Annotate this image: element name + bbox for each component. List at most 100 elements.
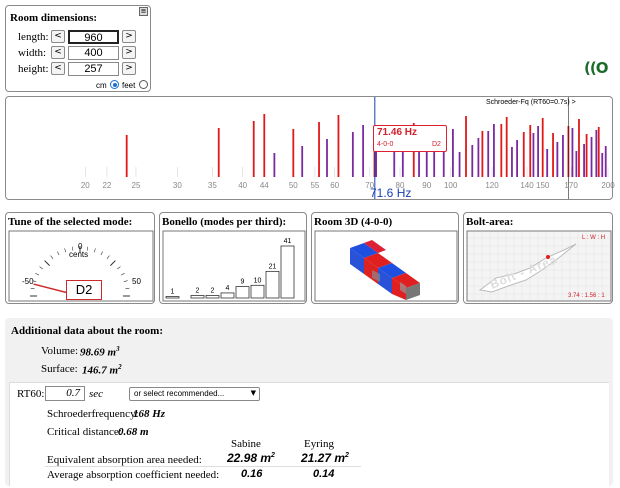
height-input[interactable]: 257 <box>68 62 119 76</box>
absorption-area-label: Equivalent absorption area needed: <box>47 454 202 466</box>
bolt-area-chart <box>466 230 612 302</box>
spectrum-tick-label: 100 <box>443 181 458 190</box>
length-decrease-button[interactable]: < <box>51 30 65 43</box>
spectrum-tick-label: 90 <box>422 181 432 190</box>
bonello-bar <box>280 245 295 299</box>
spectrum-tick-label: 22 <box>102 181 112 190</box>
bonello-value-label: 41 <box>284 238 292 245</box>
bolt-ratio: 3.74 : 1.56 : 1 <box>568 293 605 299</box>
unit-feet-radio[interactable] <box>139 80 148 89</box>
absorption-coefficient-sabine: 0.16 <box>241 468 263 480</box>
tuning-panel: Tune of the selected mode: -50 0 cents 5… <box>5 212 155 304</box>
gauge-tick <box>57 251 60 256</box>
width-increase-button[interactable]: > <box>122 46 136 59</box>
tooltip-mode: 4-0-0 <box>377 141 394 148</box>
critical-distance-label: Critical distance: <box>47 426 122 438</box>
rt60-label: RT60: <box>17 388 45 400</box>
table-divider <box>45 466 361 467</box>
spectrum-tick-label: 50 <box>288 181 298 190</box>
additional-title: Additional data about the room: <box>11 325 163 337</box>
collapse-icon[interactable]: ≡ <box>139 7 148 16</box>
width-input[interactable]: 400 <box>68 46 119 60</box>
gauge-tick <box>32 280 37 283</box>
room3d-title: Room 3D (4-0-0) <box>314 216 393 228</box>
bolt-lwh-label: L : W : H <box>582 235 606 241</box>
gauge-tick <box>120 273 125 276</box>
unit-cm-radio[interactable] <box>110 80 119 89</box>
bonello-value-label: 1 <box>171 289 175 296</box>
chevron-down-icon: ▼ <box>250 389 256 397</box>
spectrum-tick-label: 30 <box>172 181 182 190</box>
bolt-area-panel: Bolt-area: Bolt - Area L : W : H 3.74 : … <box>463 212 613 304</box>
rt60-box <box>9 382 609 486</box>
spectrum-tick-label: 70 <box>365 181 375 190</box>
bonello-value-label: 10 <box>254 277 262 284</box>
app-logo: ((O <box>584 59 608 77</box>
spectrum-tick-label: 140 <box>520 181 534 190</box>
spectrum-tick-label: 55 <box>310 181 320 190</box>
room3d-view <box>314 230 458 302</box>
length-label: length: <box>18 31 49 43</box>
cursor-frequency: 71.6 Hz <box>370 186 412 200</box>
bonello-chart: 1 2 2 4 9 10 21 41 <box>162 230 306 302</box>
gauge-tick <box>125 287 130 290</box>
rt60-preset-select[interactable]: or select recommended... ▼ <box>129 387 260 401</box>
tooltip-frequency: 71.46 Hz <box>377 127 418 138</box>
mode-spectrum-panel[interactable]: Schroeder-Fq (RT60=0.7s) > 71.46 Hz 4-0-… <box>5 96 615 200</box>
bonello-title: Bonello (modes per third): <box>162 216 287 228</box>
schroeder-frequency-label: Schroederfrequency: <box>47 408 139 420</box>
absorption-area-sabine: 22.98 m2 <box>227 451 275 465</box>
schroeder-label: Schroeder-Fq (RT60=0.7s) > <box>486 99 576 106</box>
length-input[interactable]: 960 <box>68 30 119 44</box>
rt60-input[interactable]: 0.7 <box>45 386 85 401</box>
bolt-area-title: Bolt-area: <box>466 216 514 228</box>
bonello-bar <box>265 270 280 299</box>
bonello-bar <box>235 286 250 299</box>
rt60-unit: sec <box>89 388 104 400</box>
spectrum-tick-label: 120 <box>485 181 499 190</box>
room-dimensions-title: Room dimensions: <box>10 12 98 24</box>
bonello-bar <box>190 295 205 299</box>
bonello-bar <box>165 296 180 299</box>
mode-spectrum-chart[interactable] <box>6 97 612 199</box>
gauge-tick <box>86 246 89 251</box>
gauge-tick <box>44 260 50 266</box>
gauge-tick <box>123 280 128 283</box>
gauge-tick <box>30 287 35 290</box>
gauge-tick <box>50 255 54 259</box>
spectrum-tick-label: 40 <box>238 181 248 190</box>
length-increase-button[interactable]: > <box>122 30 136 43</box>
gauge-zero-label: 0 <box>78 242 83 251</box>
gauge-tick <box>39 266 43 270</box>
gauge-max-label: 50 <box>132 277 141 286</box>
sabine-header: Sabine <box>231 438 261 450</box>
width-decrease-button[interactable]: < <box>51 46 65 59</box>
bonello-value-label: 4 <box>226 285 230 292</box>
height-increase-button[interactable]: > <box>122 62 136 75</box>
schroeder-frequency-value: 168 Hz <box>133 408 166 420</box>
spectrum-tick-label: 25 <box>131 181 141 190</box>
tuning-note-box: D2 <box>66 280 102 300</box>
gauge-tick <box>110 260 116 266</box>
spectrum-tick-label: 35 <box>207 181 217 190</box>
bonello-value-label: 21 <box>269 263 277 270</box>
selected-mode-tooltip: 71.46 Hz 4-0-0 D2 <box>373 125 447 152</box>
gauge-tick <box>93 248 96 253</box>
bonello-bar <box>220 292 235 299</box>
gauge-min-label: -50 <box>22 277 34 286</box>
room-dimensions-panel: Room dimensions: ≡ length: < 960 > width… <box>5 5 151 92</box>
absorption-area-eyring: 21.27 m2 <box>301 451 349 465</box>
spectrum-tick-label: 60 <box>330 181 340 190</box>
spectrum-tick-label: 170 <box>564 181 578 190</box>
bonello-bar <box>205 295 220 299</box>
gauge-tick <box>64 248 67 253</box>
height-decrease-button[interactable]: < <box>51 62 65 75</box>
volume-label: Volume: <box>41 345 79 357</box>
absorption-coefficient-eyring: 0.14 <box>313 468 335 480</box>
spectrum-tick-label: 44 <box>259 181 269 190</box>
bonello-value-label: 2 <box>196 287 200 294</box>
gauge-tick <box>35 273 40 276</box>
height-label: height: <box>18 63 49 75</box>
gauge-tick <box>106 255 110 259</box>
surface-value: 146.7 m2 <box>82 363 122 377</box>
